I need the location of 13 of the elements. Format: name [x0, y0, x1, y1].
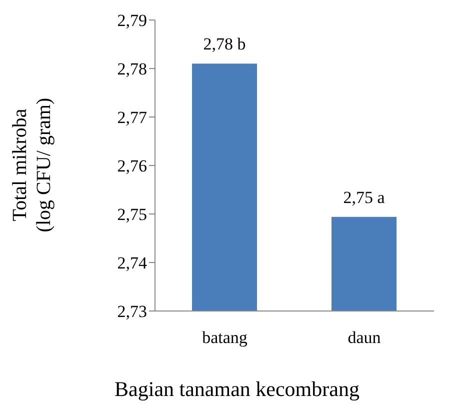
y-tick-label: 2,75 [117, 205, 147, 224]
y-tick-label: 2,73 [117, 302, 147, 322]
y-tick-label: 2,74 [117, 254, 148, 273]
x-tick-label: batang [202, 328, 248, 348]
y-axis-title: Total mikroba (log CFU/ gram) [9, 98, 55, 232]
data-label: 2,78 b [203, 34, 246, 54]
data-label: 2,75 a [343, 188, 386, 207]
x-tick-label: daun [348, 328, 382, 348]
x-axis-title: Bagian tanaman kecombrang [114, 377, 360, 401]
y-tick-label: 2,78 [117, 60, 147, 79]
y-tick-label: 2,77 [117, 108, 148, 128]
y-tick-label: 2,79 [117, 11, 147, 30]
y-tick-label: 2,76 [117, 156, 147, 176]
